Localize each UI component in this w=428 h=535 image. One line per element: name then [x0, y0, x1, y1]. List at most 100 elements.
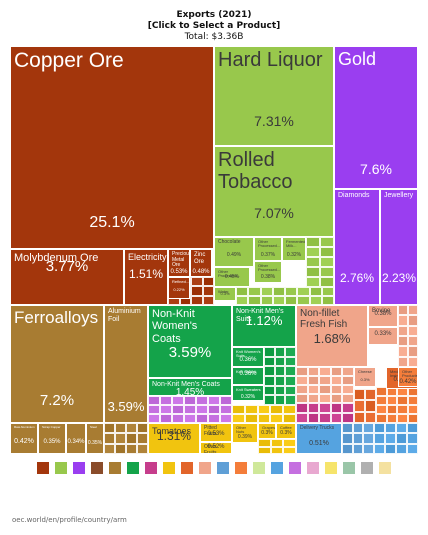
minor-product-tile[interactable] [274, 347, 286, 357]
minor-product-tile[interactable] [398, 305, 408, 316]
tile-unlabeled[interactable]: 0.33% [368, 327, 398, 345]
minor-product-tile[interactable] [232, 414, 245, 423]
minor-product-tile[interactable] [115, 423, 126, 434]
minor-product-tile[interactable] [220, 405, 232, 414]
tile-other-fruits[interactable]: Other Fruits 0.52% [200, 442, 232, 454]
minor-product-tile[interactable] [376, 414, 387, 423]
minor-product-tile[interactable] [342, 403, 354, 413]
minor-product-tile[interactable] [196, 414, 208, 423]
minor-product-tile[interactable] [220, 414, 232, 423]
minor-product-tile[interactable] [397, 414, 408, 423]
minor-product-tile[interactable] [408, 325, 418, 336]
minor-product-tile[interactable] [398, 356, 408, 367]
minor-product-tile[interactable] [385, 423, 396, 434]
minor-product-tile[interactable] [296, 367, 308, 376]
minor-product-tile[interactable] [160, 405, 172, 414]
minor-product-tile[interactable] [208, 414, 220, 423]
legend-swatch-animal-hides[interactable] [90, 461, 104, 475]
minor-product-tile[interactable] [408, 315, 418, 326]
minor-product-tile[interactable] [398, 336, 408, 347]
tile-other-products[interactable]: Other Products 0.42% [398, 367, 418, 387]
minor-product-tile[interactable] [407, 414, 418, 423]
minor-product-tile[interactable] [408, 346, 418, 357]
minor-product-tile[interactable] [319, 403, 331, 413]
minor-product-tile[interactable] [307, 376, 320, 385]
minor-product-tile[interactable] [274, 366, 286, 376]
tile-other-processed[interactable]: Other Processed... 0.45% [214, 267, 250, 287]
minor-product-tile[interactable] [126, 433, 137, 444]
minor-product-tile[interactable] [407, 443, 418, 454]
legend-swatch-chemical-products[interactable] [144, 461, 158, 475]
minor-product-tile[interactable] [352, 423, 364, 434]
minor-product-tile[interactable] [396, 423, 407, 434]
minor-product-tile[interactable] [296, 385, 308, 394]
minor-product-tile[interactable] [285, 395, 296, 405]
minor-product-tile[interactable] [258, 439, 271, 447]
minor-product-tile[interactable] [274, 356, 286, 367]
legend-swatch-textiles[interactable] [126, 461, 140, 475]
legend-swatch-mineral-products[interactable] [36, 461, 50, 475]
minor-product-tile[interactable] [264, 395, 275, 405]
minor-product-tile[interactable] [307, 385, 320, 394]
minor-product-tile[interactable] [104, 433, 115, 444]
minor-product-tile[interactable] [244, 405, 258, 414]
minor-product-tile[interactable] [115, 443, 126, 454]
minor-product-tile[interactable] [137, 423, 148, 434]
minor-product-tile[interactable] [320, 277, 334, 287]
minor-product-tile[interactable] [307, 367, 320, 376]
minor-product-tile[interactable] [363, 433, 374, 444]
minor-product-tile[interactable] [306, 257, 320, 267]
minor-product-tile[interactable] [374, 443, 385, 454]
minor-product-tile[interactable] [397, 405, 408, 414]
minor-product-tile[interactable] [320, 267, 334, 277]
tile-pitted-fruits[interactable]: Pitted Fruits 0.53% [200, 423, 232, 442]
minor-product-tile[interactable] [160, 414, 172, 423]
minor-product-tile[interactable] [385, 443, 396, 454]
legend-swatch-precious-metals[interactable] [72, 461, 86, 475]
legend-swatch-paper-goods[interactable] [252, 461, 266, 475]
tile-refined[interactable]: Refined... 0.22% [168, 277, 190, 299]
minor-product-tile[interactable] [172, 396, 184, 405]
minor-product-tile[interactable] [342, 394, 354, 403]
tile-copper-ore[interactable]: Copper Ore 25.1% [10, 46, 214, 249]
minor-product-tile[interactable] [407, 423, 418, 434]
minor-product-tile[interactable] [365, 389, 376, 401]
minor-product-tile[interactable] [374, 433, 385, 444]
legend-swatch-footwear-and-headwear[interactable] [342, 461, 356, 475]
minor-product-tile[interactable] [376, 405, 387, 414]
tile-chocolate[interactable]: Chocolate 0.49% [214, 237, 254, 267]
minor-product-tile[interactable] [126, 443, 137, 454]
tile-molybdenum-ore[interactable]: Molybdenum Ore 3.77% [10, 249, 124, 305]
minor-product-tile[interactable] [319, 376, 331, 385]
minor-product-tile[interactable] [408, 336, 418, 347]
minor-product-tile[interactable] [407, 433, 418, 444]
minor-product-tile[interactable] [104, 443, 115, 454]
tile-coffee[interactable]: Coffee 0.3% [276, 423, 296, 439]
tile-diamonds[interactable]: Diamonds 2.76% [334, 189, 380, 305]
tile-hard-liquor[interactable]: Hard Liquor 7.31% [214, 46, 334, 146]
tile-unlabeled[interactable]: 0.34% [66, 423, 86, 454]
minor-product-tile[interactable] [354, 411, 365, 423]
select-product-link[interactable]: [Click to Select a Product] [147, 21, 281, 31]
source-link[interactable]: oec.world/en/profile/country/arm [12, 516, 127, 524]
minor-product-tile[interactable] [297, 287, 310, 296]
minor-product-tile[interactable] [274, 376, 286, 386]
minor-product-tile[interactable] [407, 396, 418, 405]
minor-product-tile[interactable] [386, 405, 397, 414]
minor-product-tile[interactable] [244, 414, 258, 423]
minor-product-tile[interactable] [220, 396, 232, 405]
minor-product-tile[interactable] [257, 414, 271, 423]
minor-product-tile[interactable] [274, 395, 286, 405]
minor-product-tile[interactable] [309, 296, 322, 305]
tile-tomatoes[interactable]: Tomatoes 1.31% [148, 423, 200, 454]
tile-rolled-tobacco[interactable]: Rolled Tobacco 7.07% [214, 146, 334, 237]
minor-product-tile[interactable] [126, 423, 137, 434]
minor-product-tile[interactable] [396, 433, 407, 444]
minor-product-tile[interactable] [270, 439, 284, 447]
minor-product-tile[interactable] [352, 443, 364, 454]
minor-product-tile[interactable] [272, 296, 285, 305]
minor-product-tile[interactable] [321, 287, 334, 296]
minor-product-tile[interactable] [408, 305, 418, 316]
minor-product-tile[interactable] [330, 367, 343, 376]
tile-grapes[interactable]: Grapes 0.3% [258, 423, 276, 439]
